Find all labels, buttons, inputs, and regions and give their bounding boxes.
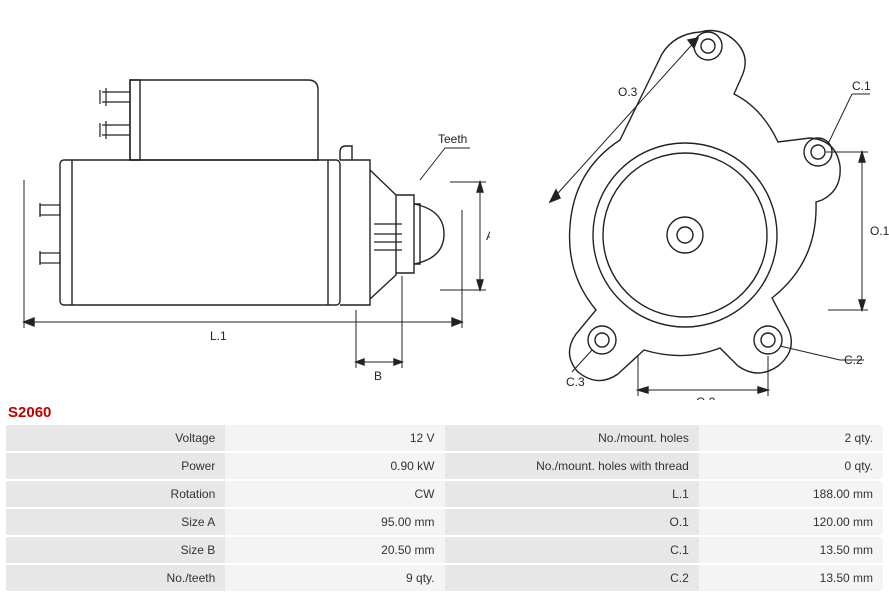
technical-drawings: L.1 B A Teeth xyxy=(0,0,889,400)
spec-label: Size B xyxy=(6,537,225,563)
spec-label: No./mount. holes with thread xyxy=(445,453,699,479)
dim-label-o2: O.2 xyxy=(696,395,716,400)
dim-label-o3: O.3 xyxy=(618,85,638,99)
spec-row: O.1120.00 mm xyxy=(445,509,884,537)
spec-row: Voltage12 V xyxy=(6,425,445,453)
spec-label: Voltage xyxy=(6,425,225,451)
spec-value: 13.50 mm xyxy=(699,565,883,591)
spec-row: No./teeth9 qty. xyxy=(6,565,445,593)
spec-label: C.2 xyxy=(445,565,699,591)
spec-value: 0 qty. xyxy=(699,453,883,479)
spec-column-left: Voltage12 VPower0.90 kWRotationCWSize A9… xyxy=(6,425,445,593)
spec-row: No./mount. holes2 qty. xyxy=(445,425,884,453)
spec-row: L.1188.00 mm xyxy=(445,481,884,509)
dim-label-o1: O.1 xyxy=(870,224,889,238)
spec-value: 120.00 mm xyxy=(699,509,883,535)
spec-row: Size A95.00 mm xyxy=(6,509,445,537)
spec-label: Rotation xyxy=(6,481,225,507)
spec-column-right: No./mount. holes2 qty.No./mount. holes w… xyxy=(445,425,884,593)
spec-value: 9 qty. xyxy=(225,565,444,591)
spec-label: Power xyxy=(6,453,225,479)
dim-label-l1: L.1 xyxy=(210,329,227,343)
dim-label-c2: C.2 xyxy=(844,353,863,367)
spec-value: CW xyxy=(225,481,444,507)
spec-table: Voltage12 VPower0.90 kWRotationCWSize A9… xyxy=(0,425,889,593)
dim-label-c1: C.1 xyxy=(852,79,871,93)
spec-row: C.113.50 mm xyxy=(445,537,884,565)
dim-label-a: A xyxy=(486,229,490,243)
spec-row: No./mount. holes with thread0 qty. xyxy=(445,453,884,481)
spec-value: 12 V xyxy=(225,425,444,451)
part-number: S2060 xyxy=(0,400,889,425)
front-view-svg: O.3 O.1 O.2 C.1 C.2 C.3 xyxy=(530,10,889,400)
spec-row: RotationCW xyxy=(6,481,445,509)
spec-label: No./mount. holes xyxy=(445,425,699,451)
spec-label: O.1 xyxy=(445,509,699,535)
spec-row: C.213.50 mm xyxy=(445,565,884,593)
spec-value: 2 qty. xyxy=(699,425,883,451)
spec-row: Power0.90 kW xyxy=(6,453,445,481)
spec-value: 188.00 mm xyxy=(699,481,883,507)
spec-value: 0.90 kW xyxy=(225,453,444,479)
spec-label: L.1 xyxy=(445,481,699,507)
spec-label: Size A xyxy=(6,509,225,535)
dim-label-b: B xyxy=(374,369,382,383)
dim-label-c3: C.3 xyxy=(566,375,585,389)
spec-value: 20.50 mm xyxy=(225,537,444,563)
spec-label: C.1 xyxy=(445,537,699,563)
spec-value: 13.50 mm xyxy=(699,537,883,563)
side-view-svg: L.1 B A Teeth xyxy=(10,10,490,400)
spec-row: Size B20.50 mm xyxy=(6,537,445,565)
spec-value: 95.00 mm xyxy=(225,509,444,535)
side-view-drawing: L.1 B A Teeth xyxy=(10,10,490,400)
spec-label: No./teeth xyxy=(6,565,225,591)
front-view-drawing: O.3 O.1 O.2 C.1 C.2 C.3 xyxy=(530,10,889,400)
dim-label-teeth: Teeth xyxy=(438,132,467,146)
